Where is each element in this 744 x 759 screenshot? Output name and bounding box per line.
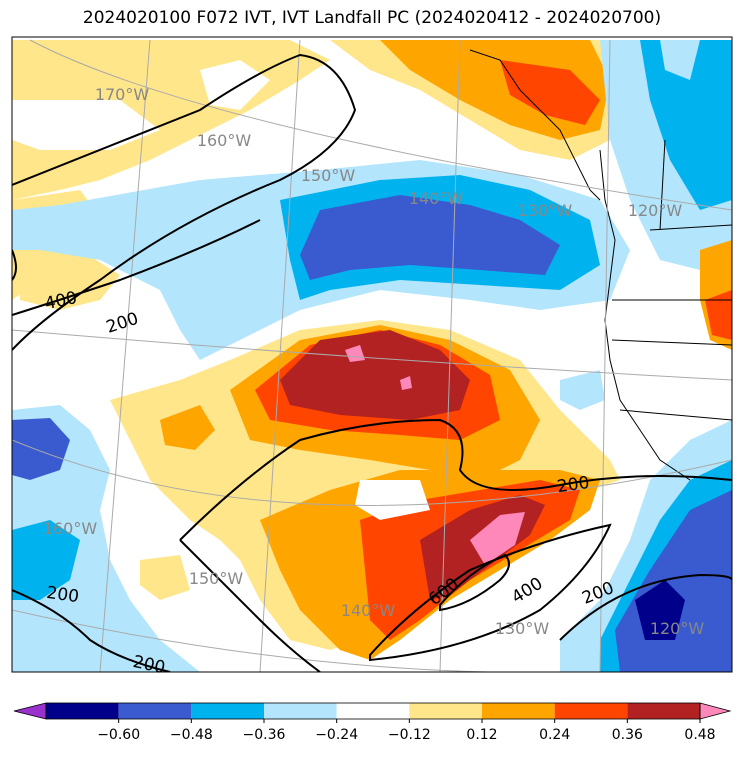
- colorbar-swatch: [264, 703, 337, 719]
- colorbar-tick-label: 0.36: [612, 727, 643, 743]
- colorbar-swatch: [627, 703, 700, 719]
- colorbar-tick-label: −0.24: [315, 727, 358, 743]
- colorbar-tick-label: −0.36: [243, 727, 286, 743]
- colorbar-tick-label: −0.48: [170, 727, 213, 743]
- colorbar-tick-label: 0.24: [539, 727, 570, 743]
- positive-anomaly-central: [110, 320, 620, 660]
- colorbar-ticks: −0.60 −0.48 −0.36 −0.24 −0.12 0.12 0.24 0.36 0.4…: [97, 719, 716, 743]
- coastline: [469, 49, 732, 481]
- colorbar-extend-high: [699, 702, 732, 720]
- colorbar-swatch: [336, 703, 410, 719]
- lon-label-130w-bottom: 130°W: [495, 619, 550, 638]
- colorbar-swatch: [46, 703, 119, 719]
- colorbar-extend-low: [13, 702, 47, 720]
- positive-anomaly-bc: [330, 40, 620, 160]
- ivt-map: 170°W 160°W 150°W 140°W 130°W 120°W 160°…: [11, 36, 733, 678]
- lon-label-140w-top: 140°W: [409, 189, 464, 208]
- lon-label-140w-bottom: 140°W: [341, 601, 396, 620]
- lon-label-150w-bottom: 150°W: [189, 569, 244, 588]
- graticule: [12, 39, 732, 672]
- contour-label-200-southwest: 200: [45, 583, 80, 607]
- colorbar-swatches: [13, 702, 732, 720]
- colorbar-tick-label: −0.60: [97, 727, 140, 743]
- negative-anomaly-southeast: [560, 240, 732, 672]
- lon-label-170w-top: 170°W: [95, 85, 150, 104]
- lon-label-150w-top: 150°W: [301, 166, 356, 185]
- negative-anomaly-northeast: [600, 40, 732, 270]
- lon-label-160w-top: 160°W: [197, 131, 252, 150]
- contour-label-200-east: 200: [556, 473, 591, 497]
- colorbar-tick-label: 0.48: [684, 727, 715, 743]
- colorbar-swatch: [409, 703, 482, 719]
- ivt-contours: [12, 53, 732, 672]
- lon-label-120w-top: 120°W: [628, 201, 683, 220]
- negative-anomaly-central: [12, 160, 630, 360]
- colorbar-swatch: [118, 703, 192, 719]
- lon-label-120w-bottom: 120°W: [650, 619, 705, 638]
- colorbar-frame: [45, 702, 701, 720]
- map-frame: [11, 36, 733, 673]
- colorbar-swatch: [554, 703, 628, 719]
- figure-title: 2024020100 F072 IVT, IVT Landfall PC (20…: [82, 8, 662, 28]
- lon-label-160w-bottom: 160°W: [43, 519, 98, 538]
- lon-label-130w-top: 130°W: [518, 201, 573, 220]
- negative-anomaly-southwest: [12, 405, 200, 672]
- colorbar-tick-label: 0.12: [466, 727, 497, 743]
- colorbar-swatch: [191, 703, 264, 719]
- colorbar-tick-label: −0.12: [388, 727, 431, 743]
- colorbar-swatch: [482, 703, 555, 719]
